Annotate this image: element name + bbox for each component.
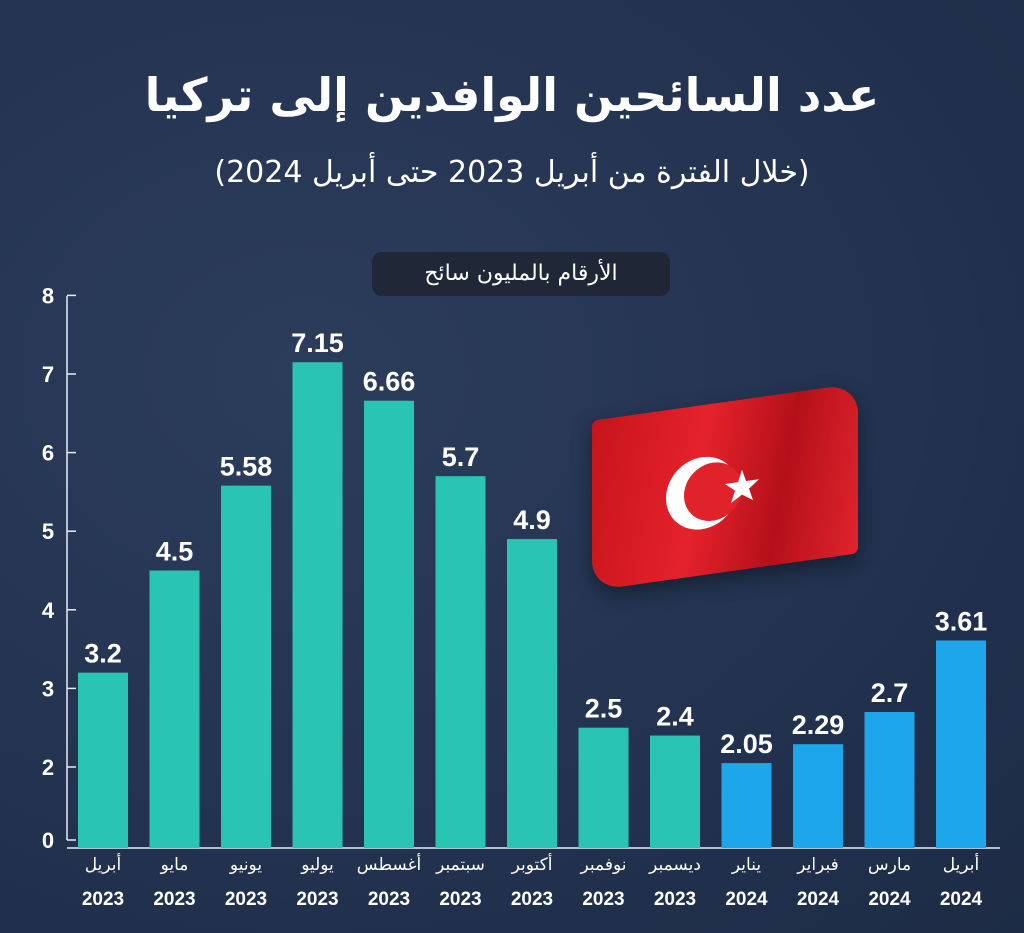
chart-subtitle: (خلال الفترة من أبريل 2023 حتى أبريل 202…: [214, 155, 810, 190]
x-tick-month: مايو: [160, 855, 189, 875]
x-tick-year: 2023: [368, 889, 410, 910]
x-tick-month: يناير: [731, 855, 761, 875]
data-label: 7.15: [291, 328, 344, 358]
y-tick-label: 0: [42, 828, 54, 853]
x-tick-year: 2023: [511, 889, 553, 910]
data-label: 2.4: [656, 702, 694, 732]
bar-6: [507, 539, 557, 848]
data-label: 2.29: [792, 710, 845, 740]
bar-0: [78, 672, 128, 848]
x-tick-year: 2023: [582, 889, 624, 910]
x-tick-year: 2023: [225, 889, 267, 910]
data-label: 3.2: [84, 639, 122, 669]
data-label: 2.7: [871, 678, 909, 708]
x-tick-year: 2023: [82, 889, 124, 910]
x-tick-year: 2024: [940, 889, 983, 910]
data-label: 4.9: [513, 505, 551, 535]
y-tick-label: 6: [42, 441, 54, 466]
x-tick-year: 2023: [654, 889, 696, 910]
bar-5: [435, 476, 486, 848]
x-tick-year: 2023: [296, 889, 338, 910]
data-label: 5.58: [220, 452, 273, 482]
x-tick-month: نوفمبر: [580, 855, 627, 875]
data-label: 3.61: [935, 606, 988, 636]
bar-11: [864, 711, 915, 848]
y-tick-label: 5: [42, 519, 54, 544]
x-tick-month: سبتمبر: [435, 855, 485, 875]
y-tick-label: 8: [42, 283, 54, 308]
bar-7: [578, 727, 629, 848]
bar-10: [793, 744, 843, 848]
x-tick-month: أبريل: [85, 853, 121, 875]
x-tick-year: 2024: [868, 889, 911, 910]
bar-8: [650, 735, 700, 848]
bar-12: [936, 640, 986, 848]
bar-4: [364, 400, 414, 848]
bar-3: [292, 362, 343, 848]
data-label: 4.5: [156, 537, 194, 567]
turkey-flag-icon: [592, 383, 858, 591]
x-tick-year: 2024: [797, 889, 840, 910]
x-tick-year: 2023: [153, 889, 195, 910]
y-tick-label: 4: [42, 598, 55, 623]
x-tick-month: ديسمبر: [648, 855, 701, 875]
x-tick-month: يوليو: [300, 855, 334, 875]
y-tick-label: 2: [42, 755, 54, 780]
data-label: 2.05: [720, 729, 773, 759]
x-tick-month: أكتوبر: [511, 853, 553, 875]
x-tick-month: يونيو: [229, 855, 262, 875]
x-tick-year: 2023: [439, 889, 481, 910]
x-tick-month: فبراير: [796, 855, 838, 875]
chart-title: عدد السائحين الوافدين إلى تركيا: [144, 68, 880, 122]
data-label: 6.66: [363, 367, 416, 397]
x-tick-month: أبريل: [943, 853, 979, 875]
bar-1: [149, 570, 200, 848]
data-label: 2.5: [585, 694, 623, 724]
bar-2: [221, 485, 271, 848]
unit-label: الأرقام بالمليون سائح: [372, 252, 670, 296]
y-tick-label: 7: [42, 362, 54, 387]
x-tick-year: 2024: [725, 889, 768, 910]
x-tick-month: أغسطس: [357, 853, 421, 875]
x-tick-month: مارس: [868, 855, 911, 875]
bar-9: [721, 763, 772, 848]
data-label: 5.7: [442, 442, 480, 472]
y-tick-label: 3: [42, 676, 54, 701]
